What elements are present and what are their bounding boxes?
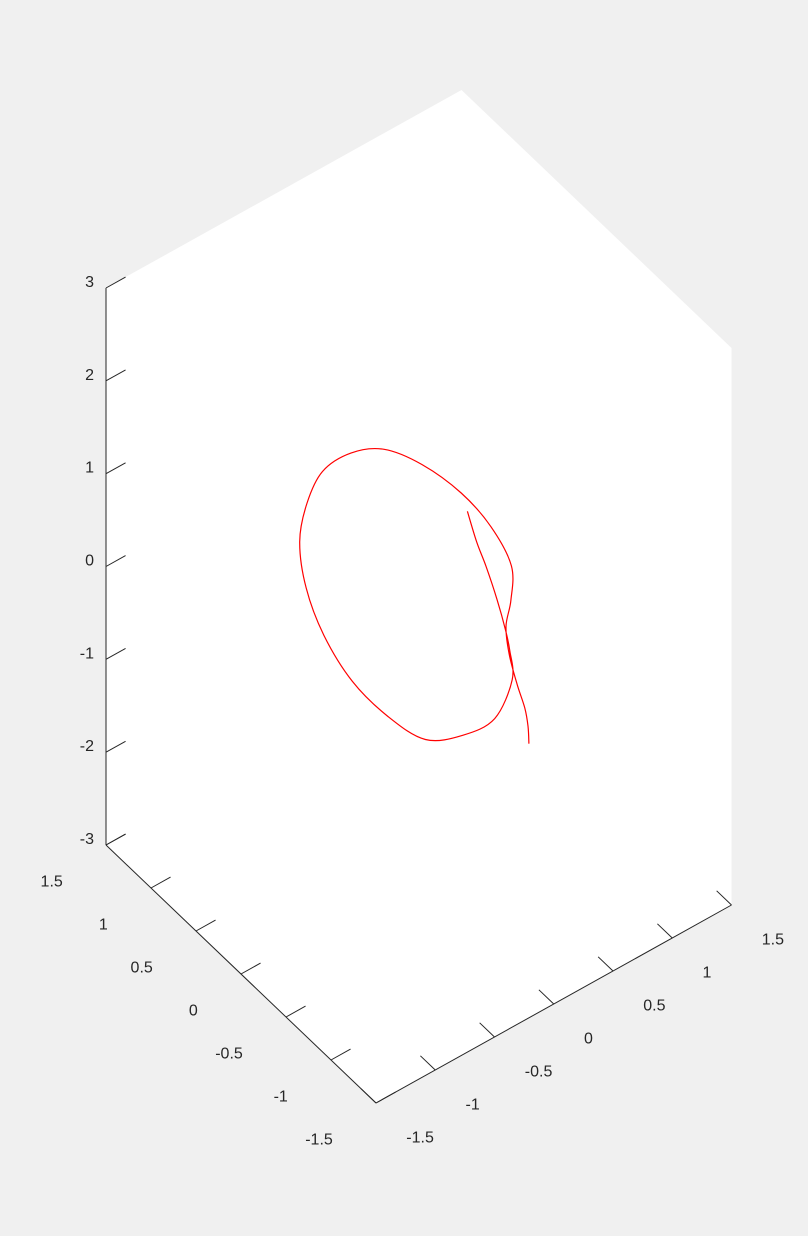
- z-tick-label: 3: [85, 274, 94, 291]
- x-tick-label: 0.5: [643, 997, 665, 1014]
- x-tick: [360, 1088, 377, 1104]
- x-tick-label: -0.5: [525, 1063, 553, 1080]
- z-tick: [105, 462, 126, 475]
- y-tick: [330, 1048, 351, 1061]
- series-line: [299, 447, 530, 744]
- y-tick: [285, 1005, 306, 1018]
- z-tick: [105, 740, 126, 753]
- y-tick-label: -1.5: [305, 1132, 333, 1149]
- z-tick-label: -3: [80, 831, 94, 848]
- axes-box: [106, 90, 732, 1103]
- tick-labels: -1.5 -1 -0.5 0 0.5 1 1.5 -1.5 -1 -0.5 0 0.5 1 1.5 -3 -2…: [41, 274, 785, 1149]
- y-tick-label: 0.5: [131, 960, 153, 977]
- y-tick: [375, 1091, 396, 1104]
- x-tick: [716, 890, 732, 906]
- x-tick-label: 1.5: [762, 931, 784, 948]
- x-tick-label: -1.5: [406, 1129, 434, 1146]
- ticks: [105, 276, 732, 1104]
- z-tick-label: 0: [85, 553, 94, 570]
- x-tick: [420, 1055, 436, 1071]
- x-tick-label: 1: [703, 964, 712, 981]
- x-tick: [479, 1022, 495, 1038]
- z-tick: [105, 555, 126, 567]
- y-tick-label: 1.5: [41, 874, 63, 891]
- y-tick-label: 1: [99, 917, 108, 934]
- z-tick: [105, 276, 126, 289]
- y-tick: [195, 919, 216, 932]
- x-tick-label: -1: [466, 1096, 480, 1113]
- z-tick: [105, 648, 126, 660]
- y-tick: [150, 876, 171, 889]
- z-tick-label: -1: [80, 645, 94, 662]
- x-tick-label: 0: [584, 1030, 593, 1047]
- y-tick: [240, 962, 261, 975]
- z-tick-label: -2: [80, 738, 94, 755]
- z-tick: [105, 833, 126, 846]
- y-tick-label: 0: [189, 1003, 198, 1020]
- z-tick-label: 2: [85, 367, 94, 384]
- z-tick: [105, 369, 126, 382]
- x-tick: [538, 989, 555, 1005]
- y-tick-label: -1: [274, 1089, 288, 1106]
- y-tick-label: -0.5: [215, 1046, 243, 1063]
- x-tick: [657, 923, 673, 939]
- z-tick-label: 1: [85, 460, 94, 477]
- x-tick: [597, 956, 614, 972]
